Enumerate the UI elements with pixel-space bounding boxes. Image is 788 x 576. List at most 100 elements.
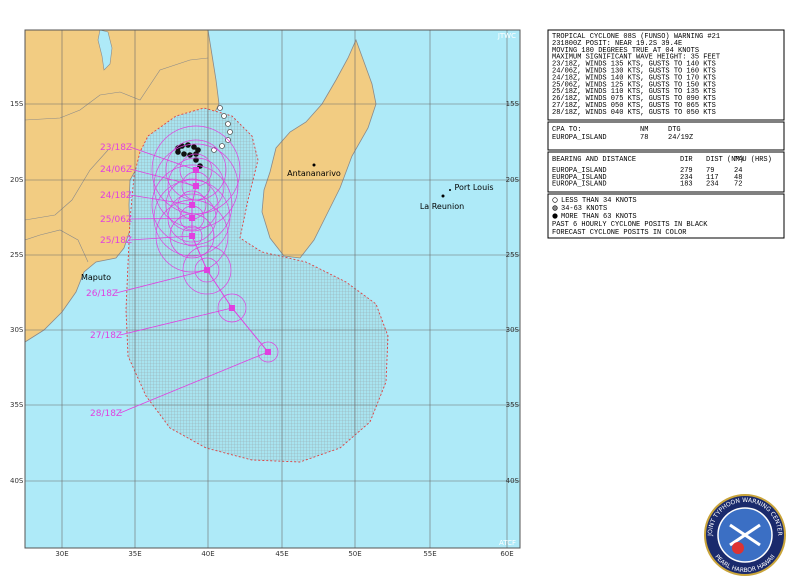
map <box>25 30 520 548</box>
lat-label: 25S <box>506 251 520 259</box>
warning-line: 28/18Z, WINDS 040 KTS, GUSTS TO 050 KTS <box>552 109 716 117</box>
wind-radius <box>169 213 215 259</box>
land-africa <box>25 30 220 343</box>
past-posit <box>193 157 199 163</box>
lat-label: 20S <box>10 176 24 184</box>
leader-line <box>129 235 193 241</box>
cpa-header: DTG <box>668 126 681 134</box>
logo: JOINT TYPHOON WARNING CENTER PEARL HARBO… <box>704 494 786 576</box>
lat-label: 20S <box>506 176 520 184</box>
place-label: Port Louis <box>454 183 493 192</box>
lat-label: 40S <box>506 477 520 485</box>
legend-box <box>547 193 785 239</box>
legend-text: LESS THAN 34 KNOTS <box>561 197 637 205</box>
lat-label: 15S <box>10 100 24 108</box>
bearing-header: DIR <box>680 156 693 164</box>
warning-line: 25/06Z, WINDS 125 KTS, GUSTS TO 150 KTS <box>552 81 716 89</box>
past-posit <box>179 143 185 149</box>
past-posit <box>221 113 227 119</box>
forecast-label: 28/18Z <box>90 409 122 419</box>
cpa-header: NM <box>640 126 648 134</box>
wind-radius <box>153 179 231 257</box>
lon-label: 45E <box>275 550 288 558</box>
cpa-box <box>547 121 785 151</box>
lat-label: 15S <box>506 100 520 108</box>
warning-line: 24/18Z, WINDS 140 KTS, GUSTS TO 170 KTS <box>552 74 716 82</box>
wind-radius <box>217 293 247 323</box>
leader-line <box>119 351 269 414</box>
forecast-track <box>191 170 269 353</box>
warning-line: 25/18Z, WINDS 110 KTS, GUSTS TO 135 KTS <box>552 88 716 96</box>
bearing-header: TAU (HRS) <box>734 156 772 164</box>
lat-label: 25S <box>10 251 24 259</box>
legend-text: FORECAST CYCLONE POSITS IN COLOR <box>552 229 687 237</box>
warning-line: MOVING 180 DEGREES TRUE AT 04 KNOTS <box>552 47 699 55</box>
lake <box>97 30 113 71</box>
cpa-cell: EUROPA_ISLAND <box>552 134 607 142</box>
lon-label: 60E <box>500 550 513 558</box>
lon-label: 50E <box>348 550 361 558</box>
warning-line: TROPICAL CYCLONE 08S (FUNSO) WARNING #21 <box>552 33 720 41</box>
city-dot <box>312 163 316 167</box>
legend-text: PAST 6 HOURLY CYCLONE POSITS IN BLACK <box>552 221 708 229</box>
logo-symbol <box>729 523 761 547</box>
legend-text: MORE THAN 63 KNOTS <box>561 213 637 221</box>
legend-symbol <box>552 197 558 203</box>
bearing-box <box>547 151 785 193</box>
wind-radius <box>153 143 239 229</box>
leader-line <box>129 146 197 171</box>
land-madagascar <box>261 38 377 259</box>
lon-label: 55E <box>423 550 436 558</box>
legend-symbol <box>552 205 558 211</box>
leader-line <box>119 307 233 336</box>
past-posit <box>227 129 233 135</box>
legend-symbol <box>552 213 558 219</box>
wind-radius <box>165 178 219 232</box>
warning-line: 27/18Z, WINDS 050 KTS, GUSTS TO 065 KTS <box>552 102 716 110</box>
lat-label: 40S <box>10 477 24 485</box>
warning-line: MAXIMUM SIGNIFICANT WAVE HEIGHT: 35 FEET <box>552 54 720 62</box>
wind-swath <box>125 107 389 463</box>
past-posit <box>217 105 223 111</box>
map-frame <box>24 29 521 549</box>
past-posit <box>225 121 231 127</box>
wind-radius <box>155 199 229 273</box>
warning-line: 26/18Z, WINDS 075 KTS, GUSTS TO 090 KTS <box>552 95 716 103</box>
corner-label: JTWC <box>497 32 516 40</box>
info-panel: TROPICAL CYCLONE 08S (FUNSO) WARNING #21… <box>547 29 785 239</box>
place-label: Maputo <box>81 273 111 282</box>
leader-line <box>129 217 193 220</box>
bearing-cell: EUROPA_ISLAND <box>552 167 607 175</box>
forecast-label: 25/06Z <box>100 215 132 225</box>
grid <box>25 30 520 548</box>
cpa-cell: 78 <box>640 134 648 142</box>
wind-radius <box>194 257 220 283</box>
leader-line <box>115 269 208 294</box>
lat-label: 30S <box>10 326 24 334</box>
lon-label: 30E <box>55 550 68 558</box>
wind-radius <box>167 157 225 215</box>
wind-radius <box>182 245 232 295</box>
logo-symbol <box>732 542 744 554</box>
bearing-cell: 279 <box>680 167 693 175</box>
bearing-header: DIST (NM) <box>706 156 744 164</box>
island <box>441 194 445 198</box>
forecast-label: 24/06Z <box>100 165 132 175</box>
bearing-cell: EUROPA_ISLAND <box>552 174 607 182</box>
cpa-cell: 24/19Z <box>668 134 693 142</box>
border <box>25 57 209 263</box>
leader-line <box>129 168 197 187</box>
forecast-label: 25/18Z <box>100 236 132 246</box>
past-posit <box>181 151 187 157</box>
lon-label: 35E <box>128 550 141 558</box>
bearing-cell: 79 <box>706 167 714 175</box>
forecast-label: 23/18Z <box>100 143 132 153</box>
bearing-header: BEARING AND DISTANCE <box>552 156 636 164</box>
lon-label: 40E <box>201 550 214 558</box>
place-label: La Reunion <box>420 202 464 211</box>
legend-text: 34-63 KNOTS <box>561 205 607 213</box>
place-label: Antananarivo <box>287 169 341 178</box>
past-posit <box>191 144 197 150</box>
bearing-cell: 183 <box>680 181 693 189</box>
